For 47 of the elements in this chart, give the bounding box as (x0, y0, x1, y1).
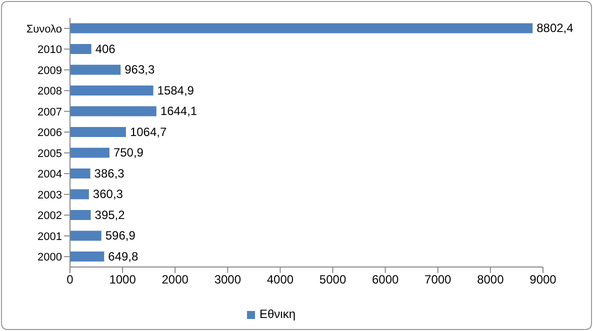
bar (70, 106, 156, 116)
x-tick-label: 8000 (477, 272, 504, 287)
bar (70, 251, 104, 262)
data-label: 750,9 (113, 146, 144, 160)
data-label: 395,2 (94, 208, 126, 222)
y-tick-label: 2007 (38, 106, 62, 118)
data-label: 8802,4 (536, 21, 574, 36)
x-tick-label: 9000 (530, 272, 557, 287)
bar (70, 210, 91, 220)
x-tick-label: 3000 (214, 272, 242, 287)
x-tick-label: 7000 (424, 272, 452, 287)
y-tick-label: 2000 (38, 252, 62, 264)
legend-label: Εθνικη (259, 307, 296, 321)
data-label: 1064,7 (130, 124, 167, 139)
x-tick-label: 0 (66, 272, 74, 287)
data-label: 360,3 (92, 187, 124, 202)
x-tick-label: 4000 (266, 272, 294, 287)
bar (70, 230, 102, 241)
bar (70, 126, 126, 137)
y-tick-label: 2005 (38, 148, 62, 160)
y-tick-label: 2004 (38, 168, 62, 181)
data-label: 1644,1 (160, 104, 198, 118)
y-tick-label: 2009 (38, 64, 62, 77)
bar (70, 85, 154, 96)
x-tick-label: 5000 (319, 272, 346, 287)
bar (70, 148, 110, 158)
bar (70, 23, 533, 34)
data-label: 386,3 (94, 166, 125, 180)
data-label: 1584,9 (157, 83, 194, 98)
bar (70, 64, 121, 75)
x-tick-label: 6000 (372, 272, 400, 287)
x-tick-label: 1000 (109, 272, 136, 287)
bar (70, 44, 92, 54)
y-tick-label: 2006 (38, 127, 62, 140)
data-label: 596,9 (105, 228, 136, 243)
y-tick-label: 2001 (38, 230, 62, 243)
x-tick-label: 2000 (162, 272, 189, 287)
y-tick-label: 2010 (38, 44, 62, 56)
data-label: 649,8 (108, 249, 139, 264)
y-tick-label: 2008 (38, 86, 62, 98)
y-tick-label: Συνολο (26, 23, 62, 36)
data-label: 963,3 (124, 62, 155, 77)
y-tick-label: 2002 (38, 210, 62, 222)
bar (70, 168, 90, 178)
data-label: 406 (95, 42, 116, 56)
bar (70, 189, 89, 200)
y-tick-label: 2003 (38, 189, 62, 202)
